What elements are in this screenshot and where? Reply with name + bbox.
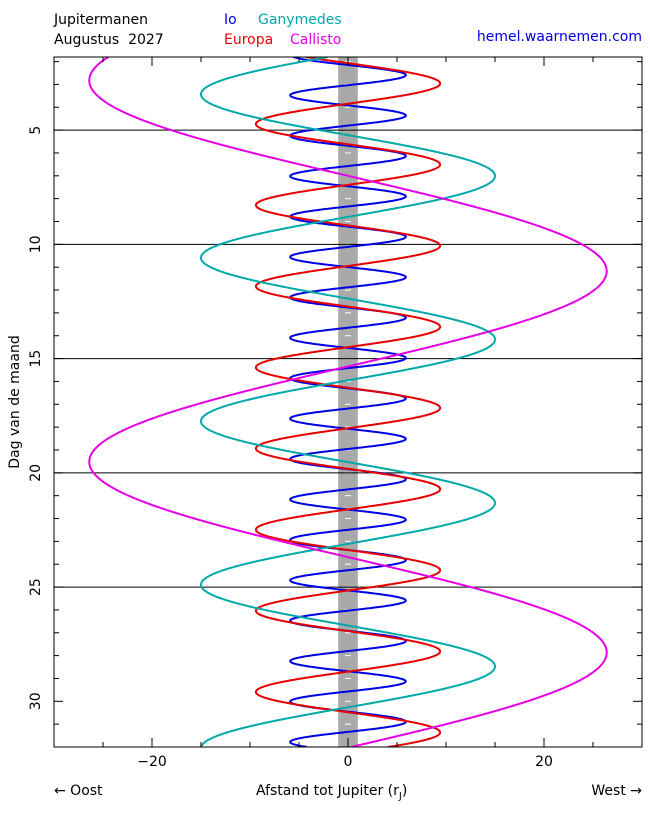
y-tick-label: 20 <box>28 464 44 482</box>
legend-europa: Europa <box>224 32 274 48</box>
y-tick-label: 5 <box>28 126 44 135</box>
legend-callisto: Callisto <box>290 32 342 48</box>
year-label: 2027 <box>128 32 164 48</box>
x-tick-label: 0 <box>344 754 353 770</box>
website-label: hemel.waarnemen.com <box>476 29 642 45</box>
y-tick-label: 15 <box>28 350 44 368</box>
y-axis-label: Dag van de maand <box>7 335 23 468</box>
legend-ganymedes: Ganymedes <box>258 12 342 28</box>
west-direction-label: West → <box>591 783 642 799</box>
x-tick-label: 20 <box>535 754 553 770</box>
y-tick-label: 25 <box>28 578 44 596</box>
x-axis-label: Afstand tot Jupiter (rJ) <box>256 783 407 802</box>
x-tick-label: −20 <box>137 754 167 770</box>
month-label: Augustus <box>54 32 120 48</box>
chart-title-line1: Jupitermanen <box>54 12 148 28</box>
x-axis-label-end: ) <box>401 783 408 799</box>
series-ganymedes-line <box>200 57 496 747</box>
x-axis-label-subscript: J <box>398 790 402 802</box>
x-axis-label-text: Afstand tot Jupiter (r <box>256 783 399 799</box>
y-tick-label: 10 <box>28 235 44 253</box>
chart-title-line2: Augustus 2027 <box>54 32 164 48</box>
east-direction-label: ← Oost <box>54 783 103 799</box>
series-europa-line <box>254 57 442 747</box>
legend-io: Io <box>224 12 237 28</box>
y-tick-label: 30 <box>28 692 44 710</box>
jupiter-band <box>338 57 358 747</box>
series-callisto-line <box>88 57 608 747</box>
